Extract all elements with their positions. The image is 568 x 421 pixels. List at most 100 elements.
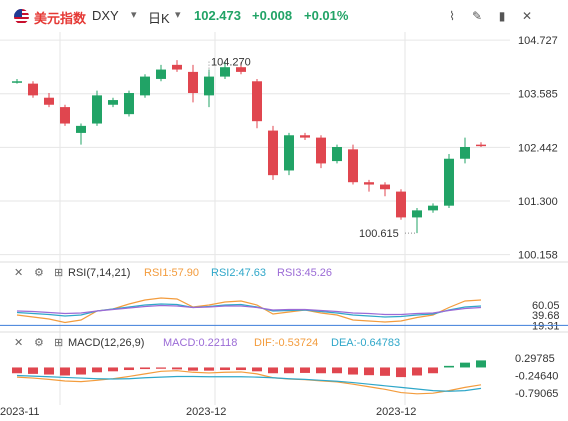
candle-body <box>76 125 86 133</box>
candle-body <box>156 69 166 79</box>
macd-histogram-bar <box>300 367 310 373</box>
macd-title: MACD(12,26,9) <box>68 337 144 349</box>
candle-body <box>220 67 230 77</box>
macd-histogram-bar <box>444 365 454 368</box>
candle-body <box>188 71 198 94</box>
bar-chart-icon[interactable]: ▮ <box>498 9 506 23</box>
rsi-axis-label: 60.05 <box>532 300 560 312</box>
macd-histogram-bar <box>380 367 390 376</box>
candle-body <box>60 107 70 124</box>
rsi-title: RSI(7,14,21) <box>68 267 130 279</box>
candle-body <box>332 147 342 162</box>
macd-legend-2: DIF:-0.53724 <box>254 337 318 349</box>
macd-legend-3: DEA:-0.64783 <box>331 337 400 349</box>
candle-body <box>252 81 262 122</box>
macd-dea-line <box>16 374 482 392</box>
macd-axis-label: 0.29785 <box>515 353 555 365</box>
candle-body <box>236 67 246 72</box>
macd-dif-line <box>16 370 482 395</box>
candle-body <box>268 130 278 176</box>
price-change: +0.008 <box>252 8 293 23</box>
macd-histogram-bar <box>12 367 22 374</box>
candle-body <box>204 76 214 96</box>
close-icon[interactable]: ✕ <box>521 9 533 23</box>
macd-histogram-bar <box>76 367 86 375</box>
macd-histogram-bar <box>108 367 118 372</box>
rsi-series-rsi3 <box>16 304 482 316</box>
rsi-legend-3: RSI3:45.26 <box>277 267 332 279</box>
candle-body <box>124 93 134 115</box>
macd-histogram-bar <box>348 367 358 375</box>
candle-body <box>428 205 438 211</box>
macd-histogram-bar <box>204 367 214 371</box>
period-selector[interactable]: 日K <box>148 11 170 26</box>
chevron-down-icon[interactable]: ▾ <box>131 9 137 21</box>
us-flag-icon <box>14 9 29 24</box>
line-tool-icon[interactable]: ⌇ <box>449 9 455 23</box>
candle-body <box>316 137 326 164</box>
date-axis-label: 2023-11 <box>0 406 40 418</box>
macd-axis-label: -0.79065 <box>515 388 558 400</box>
pencil-icon[interactable]: ✎ <box>471 9 483 23</box>
rsi-series-rsi1 <box>16 297 482 324</box>
candle-body <box>140 76 150 96</box>
macd-histogram-bar <box>316 367 326 374</box>
rsi-close-icon: ✕ <box>14 267 23 279</box>
macd-histogram-bar <box>140 367 150 370</box>
macd-histogram-bar <box>172 367 182 370</box>
macd-histogram-bar <box>252 367 262 372</box>
settings-icon: ⚙ <box>34 337 44 349</box>
rsi-axis-label: 19.31 <box>532 320 560 332</box>
candle-body <box>476 144 486 147</box>
macd-histogram-bar <box>412 367 422 376</box>
rsi-legend-2: RSI2:47.63 <box>211 267 266 279</box>
macd-histogram-bar <box>332 367 342 374</box>
macd-histogram-bar <box>364 367 374 376</box>
candle-body <box>300 135 310 138</box>
candle-body <box>364 182 374 185</box>
high-price-label: 104.270 <box>211 57 251 69</box>
low-price-label: 100.615 <box>359 228 399 240</box>
macd-histogram-bar <box>460 362 470 368</box>
index-title[interactable]: 美元指数 <box>34 11 87 26</box>
quote-header: 美元指数 DXY ▾ 日K ▾ 102.473 +0.008 +0.01% ⌇ … <box>0 0 568 32</box>
candle-body <box>412 210 422 218</box>
candle-body <box>284 135 294 171</box>
price-axis-label: 100.158 <box>518 250 558 262</box>
price-axis-label: 101.300 <box>518 196 558 208</box>
date-axis-label: 2023-12 <box>186 406 226 418</box>
rsi-axis-label: 39.68 <box>532 310 560 322</box>
macd-histogram-bar <box>28 367 38 374</box>
candle-body <box>92 95 102 124</box>
macd-histogram-bar <box>124 367 134 371</box>
macd-axis-label: -0.24640 <box>515 370 558 382</box>
candle-body <box>460 147 470 159</box>
expand-icon: ⊞ <box>54 337 63 349</box>
candle-body <box>12 81 22 83</box>
candle-body <box>172 64 182 70</box>
date-axis-label: 2023-12 <box>376 406 416 418</box>
candle-body <box>396 191 406 218</box>
index-symbol[interactable]: DXY <box>92 8 119 23</box>
macd-histogram-bar <box>396 367 406 378</box>
macd-histogram-bar <box>284 367 294 374</box>
settings-icon: ⚙ <box>34 267 44 279</box>
last-price: 102.473 <box>194 8 241 23</box>
macd-histogram-bar <box>220 367 230 371</box>
macd-histogram-bar <box>188 367 198 371</box>
rsi-legend-1: RSI1:57.90 <box>144 267 199 279</box>
price-axis-label: 103.585 <box>518 89 558 101</box>
macd-histogram-bar <box>428 367 438 374</box>
period-chevron-icon[interactable]: ▾ <box>175 9 181 21</box>
candle-body <box>444 158 454 206</box>
price-axis-label: 102.442 <box>518 142 558 154</box>
macd-histogram-bar <box>476 360 486 368</box>
macd-histogram-bar <box>60 367 70 376</box>
macd-histogram-bar <box>92 367 102 373</box>
rsi-series-rsi2 <box>16 303 482 318</box>
candle-body <box>44 97 54 105</box>
candle-body <box>28 83 38 96</box>
expand-icon: ⊞ <box>54 267 63 279</box>
macd-histogram-bar <box>268 367 278 374</box>
